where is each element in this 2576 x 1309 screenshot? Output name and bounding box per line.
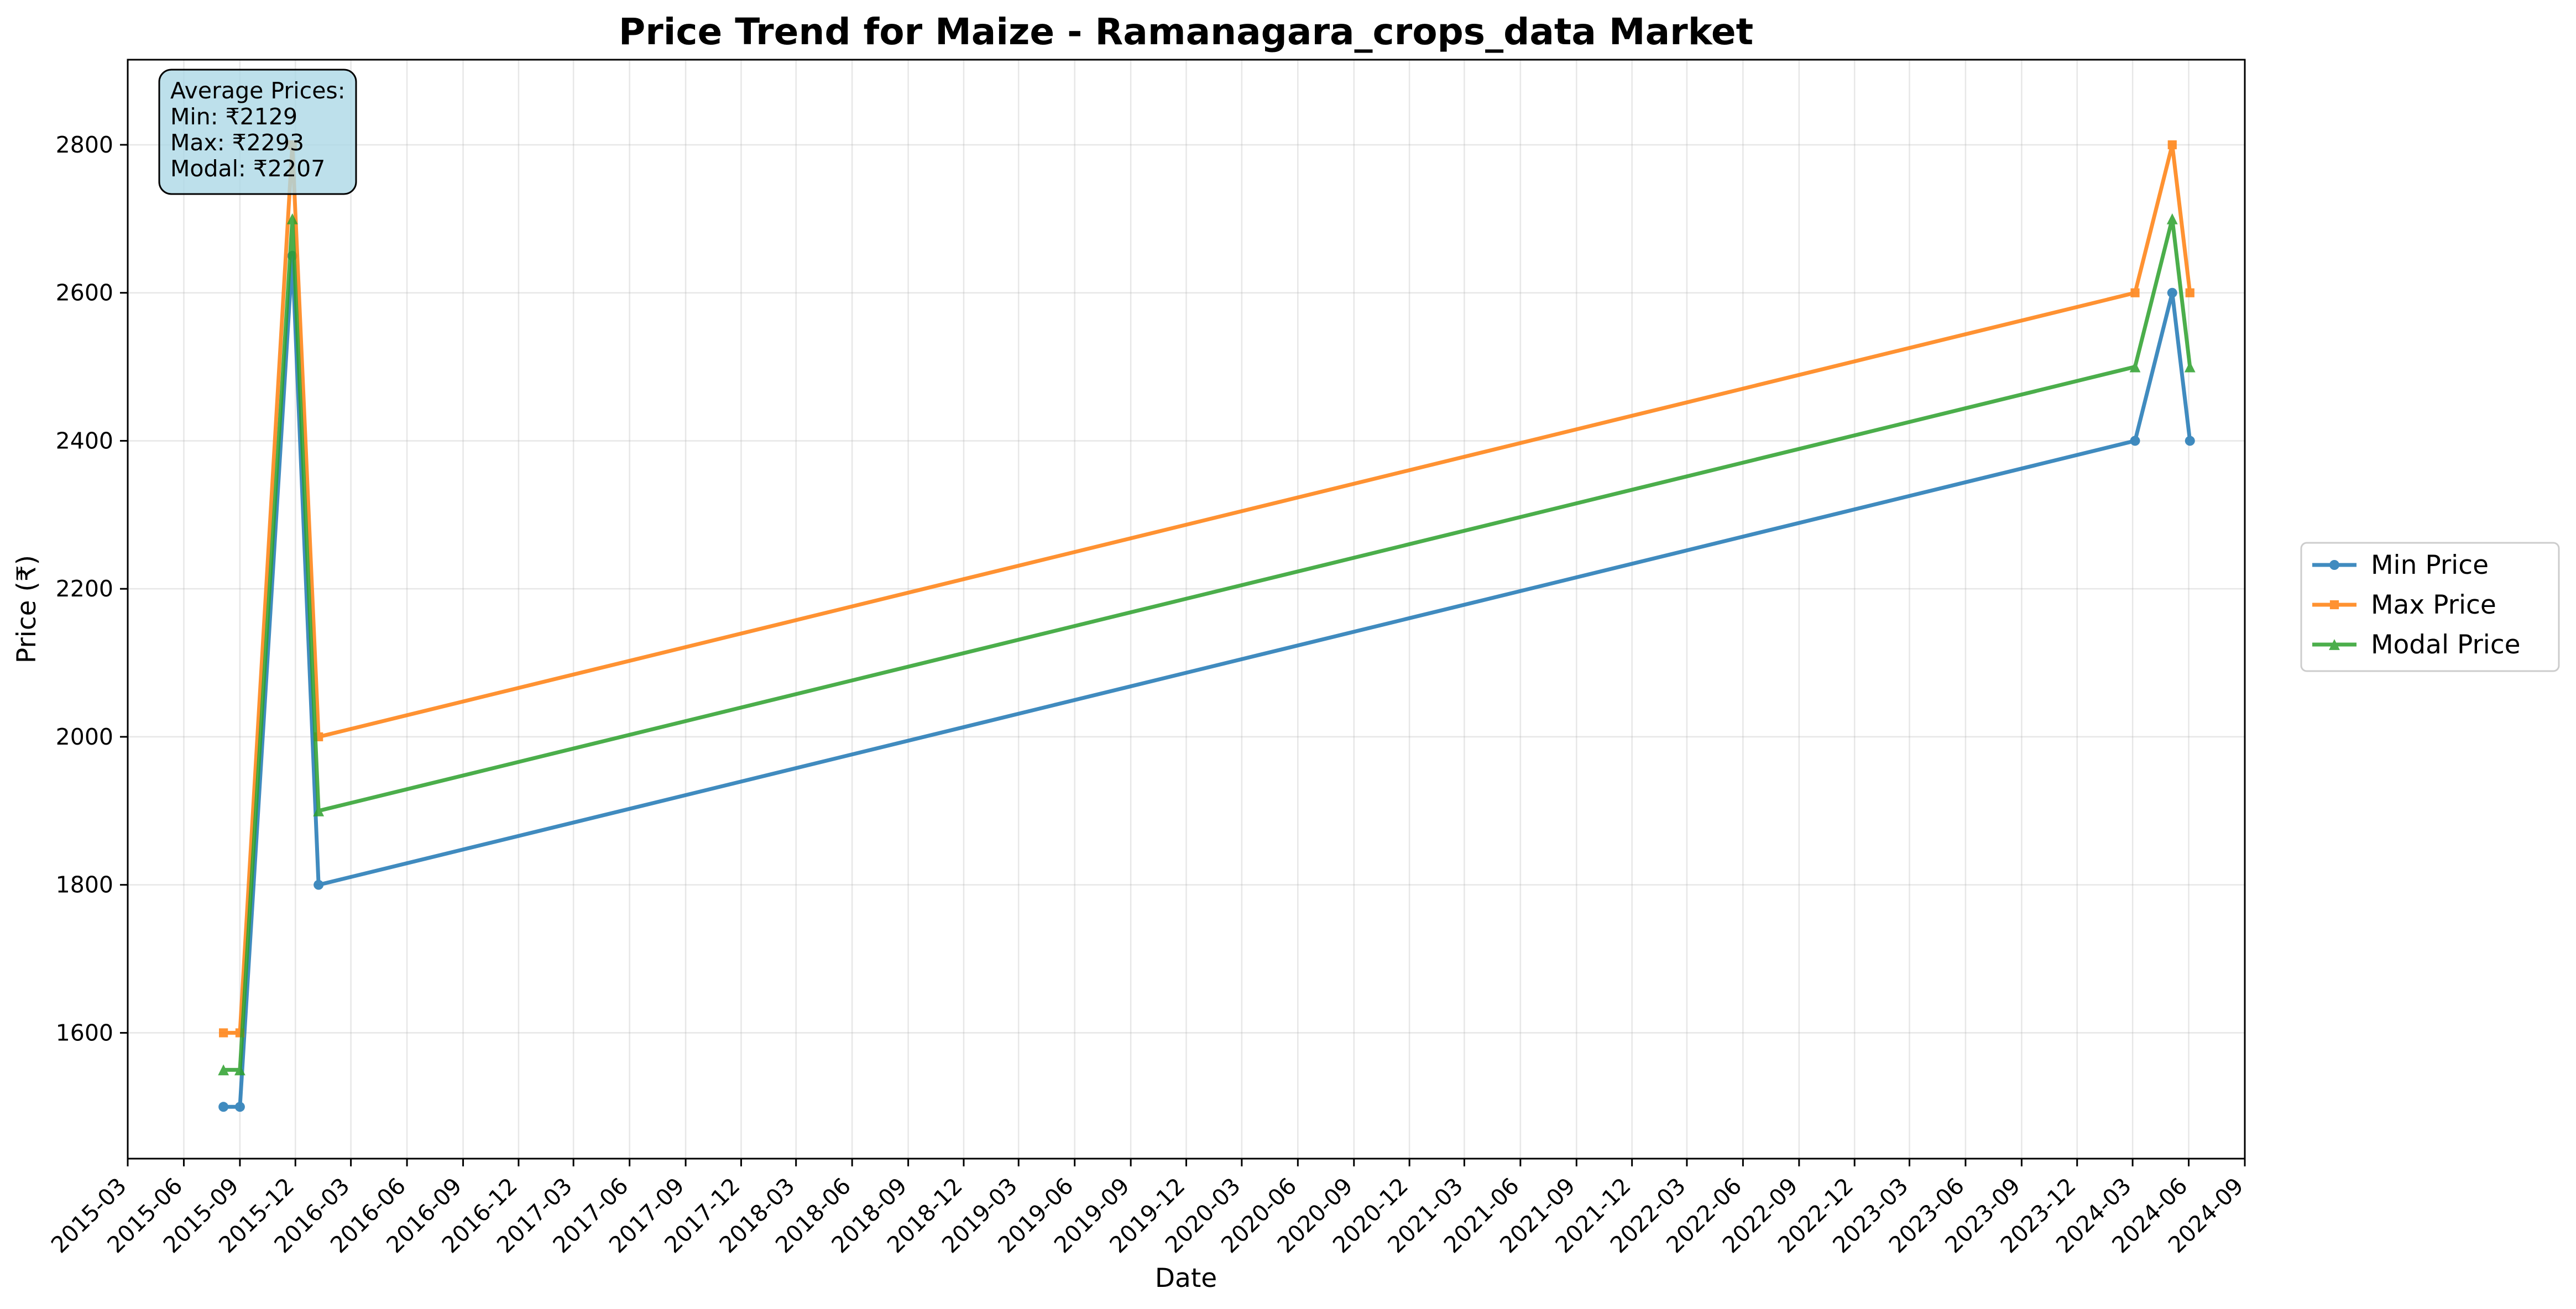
max-price-point xyxy=(2130,288,2140,297)
chart-title: Price Trend for Maize - Ramanagara_crops… xyxy=(619,11,1753,53)
modal-price-point xyxy=(2166,213,2178,224)
y-tick-label: 2000 xyxy=(56,724,113,750)
legend-frame xyxy=(2300,542,2560,672)
plot-series xyxy=(218,140,2196,1112)
stats-box: Average Prices: Min: ₹2129 Max: ₹2293 Mo… xyxy=(158,69,357,195)
stats-max: Max: ₹2293 xyxy=(170,129,304,156)
x-axis-ticks: 2015-032015-062015-092015-122016-032016-… xyxy=(46,1159,2249,1258)
modal-price-series xyxy=(218,213,2196,1076)
min-price-point xyxy=(234,1102,245,1112)
legend-marker-max-price xyxy=(2329,600,2339,610)
max-price-point xyxy=(2167,140,2177,150)
min-price-point xyxy=(2167,287,2177,298)
min-price-point xyxy=(2185,436,2195,446)
max-price-point xyxy=(2185,288,2194,297)
stats-min: Min: ₹2129 xyxy=(170,103,297,130)
y-tick-label: 2400 xyxy=(56,427,113,454)
legend-swatch-min-price xyxy=(2312,560,2356,570)
min-price-series xyxy=(218,250,2195,1112)
legend-label-modal-price: Modal Price xyxy=(2371,630,2521,660)
grid xyxy=(127,60,2246,1159)
modal-price-point xyxy=(286,213,298,224)
modal-price-point xyxy=(234,1064,245,1076)
y-tick-label: 1600 xyxy=(56,1019,113,1046)
legend-swatch-max-price xyxy=(2312,600,2356,610)
modal-price-point xyxy=(313,805,325,816)
modal-price-point xyxy=(2184,361,2196,373)
modal-price-point xyxy=(2129,361,2141,373)
stats-modal: Modal: ₹2207 xyxy=(170,155,325,182)
stats-box-background xyxy=(158,69,357,195)
legend-marker-modal-price xyxy=(2329,639,2340,650)
y-tick-label: 2600 xyxy=(56,280,113,306)
y-axis-ticks: 1600 1800 2000 2200 2400 2600 2800 xyxy=(56,132,128,1046)
legend-marker-min-price xyxy=(2329,560,2339,570)
legend: Min Price Max Price Modal Price xyxy=(2300,542,2560,672)
legend-swatch-modal-price xyxy=(2312,639,2356,650)
modal-price-point xyxy=(218,1064,229,1076)
legend-label-min-price: Min Price xyxy=(2371,550,2489,580)
max-price-series xyxy=(219,140,2194,1038)
min-price-point xyxy=(2130,436,2140,446)
max-price-point xyxy=(219,1028,228,1038)
min-price-point xyxy=(218,1102,229,1112)
y-tick-label: 2200 xyxy=(56,575,113,602)
y-tick-label: 2800 xyxy=(56,132,113,158)
y-axis-label: Price (₹) xyxy=(12,555,42,663)
min-price-point xyxy=(313,879,324,890)
legend-label-max-price: Max Price xyxy=(2371,590,2496,620)
x-axis-label: Date xyxy=(1155,1263,1217,1294)
y-tick-label: 1800 xyxy=(56,872,113,898)
stats-heading: Average Prices: xyxy=(170,77,346,104)
